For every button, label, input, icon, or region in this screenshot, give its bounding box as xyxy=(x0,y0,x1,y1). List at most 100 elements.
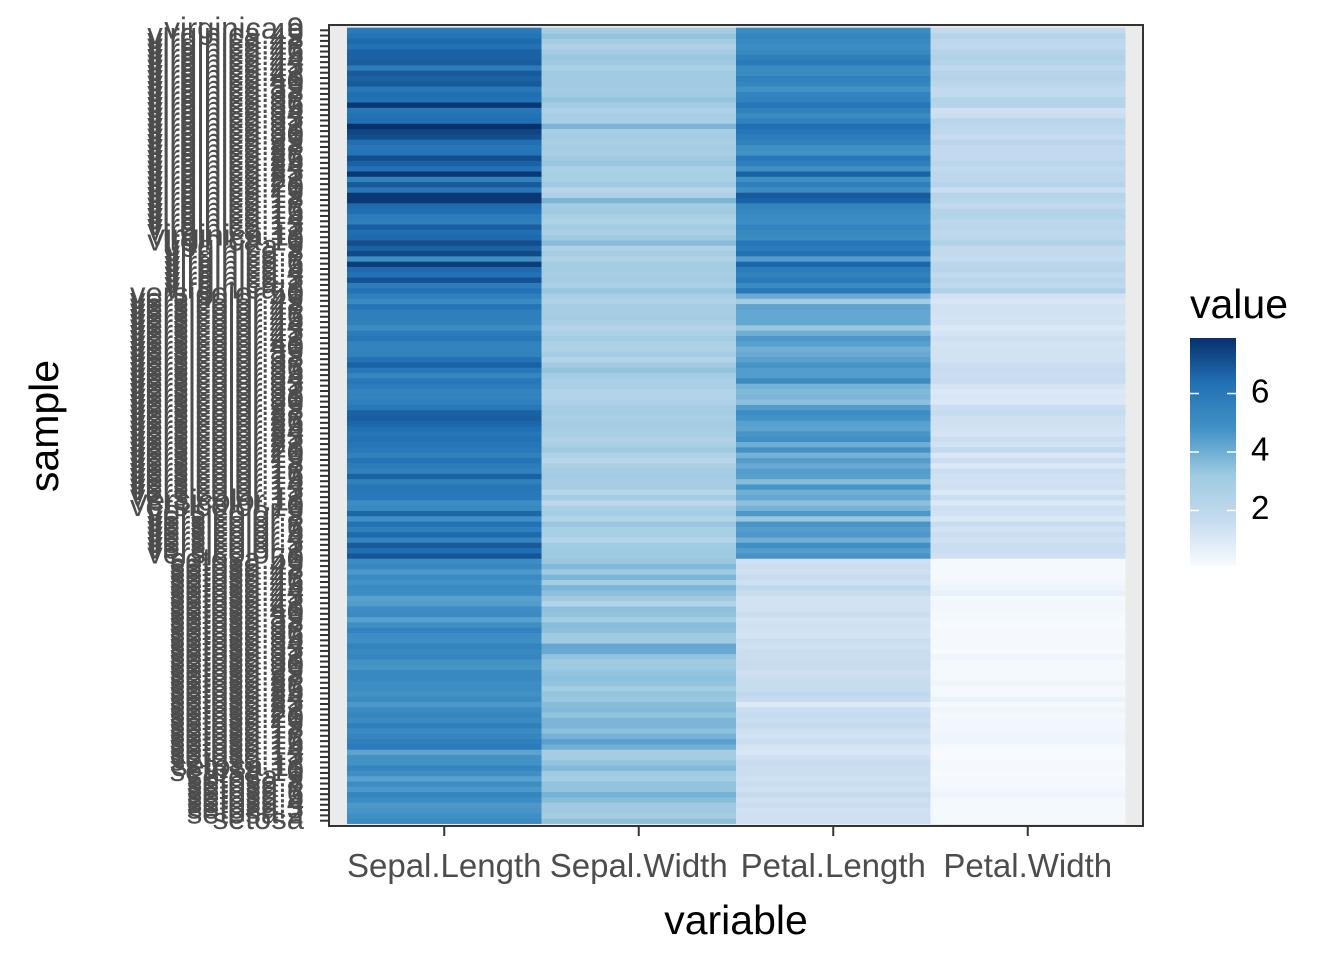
heatmap-cell xyxy=(541,499,737,506)
heatmap-cell xyxy=(736,717,931,724)
heatmap-cell xyxy=(347,616,542,623)
heatmap-cell xyxy=(347,457,542,464)
heatmap-cell xyxy=(736,520,931,527)
heatmap-cell xyxy=(736,372,931,379)
heatmap-cell xyxy=(930,213,1126,220)
heatmap-cell xyxy=(736,154,931,161)
heatmap-cell xyxy=(736,574,931,580)
heatmap-cell xyxy=(736,112,931,119)
heatmap-cell xyxy=(930,38,1126,45)
heatmap-cell xyxy=(930,176,1126,183)
heatmap-cell xyxy=(930,627,1126,633)
heatmap-cell xyxy=(541,377,737,384)
heatmap-cell xyxy=(347,54,542,61)
heatmap-cell xyxy=(347,367,542,374)
heatmap-cell xyxy=(930,711,1126,718)
heatmap-cell xyxy=(736,128,931,135)
y-tick-label: versicolor.40 xyxy=(130,329,304,364)
heatmap-cell xyxy=(347,574,542,580)
heatmap-cell xyxy=(541,584,737,591)
heatmap-cell xyxy=(541,324,737,331)
heatmap-cell xyxy=(347,139,542,145)
heatmap-cell xyxy=(736,616,931,623)
heatmap-cell xyxy=(736,70,931,76)
heatmap-cell xyxy=(930,558,1126,565)
heatmap-cell xyxy=(541,605,737,612)
heatmap-cell xyxy=(930,568,1126,575)
heatmap-cell xyxy=(930,107,1126,114)
heatmap-cell xyxy=(930,393,1126,400)
y-tick-label: setosa.5 xyxy=(187,780,304,815)
heatmap-cell xyxy=(541,96,737,103)
heatmap-cell xyxy=(930,404,1126,411)
y-tick-label: setosa.7 xyxy=(187,769,304,804)
y-tick-label: virginica.36 xyxy=(147,85,304,120)
y-tick-label: versicolor.24 xyxy=(130,414,304,449)
y-tick-label: virginica.2 xyxy=(164,265,304,300)
heatmap-cell xyxy=(541,818,737,824)
heatmap-cell xyxy=(541,176,737,183)
heatmap-cell xyxy=(347,478,542,485)
heatmap-cell xyxy=(736,229,931,236)
x-axis-title: variable xyxy=(664,897,808,943)
heatmap-cell xyxy=(347,282,542,289)
heatmap-cell xyxy=(541,91,737,98)
heatmap-cell xyxy=(736,356,931,363)
heatmap-cell xyxy=(541,510,737,517)
heatmap-cell xyxy=(347,436,542,443)
heatmap-cell xyxy=(930,154,1126,161)
y-tick-label: virginica.41 xyxy=(147,58,304,93)
heatmap-cell xyxy=(541,446,737,453)
y-tick-label: versicolor.2 xyxy=(147,530,304,565)
heatmap-cell xyxy=(930,101,1126,108)
heatmap-cell xyxy=(347,430,542,437)
x-tick-label: Petal.Width xyxy=(943,847,1112,884)
heatmap-cell xyxy=(736,759,931,766)
heatmap-cell xyxy=(347,239,542,246)
heatmap-cell xyxy=(736,727,931,734)
y-tick-label: virginica.1 xyxy=(164,270,304,305)
heatmap-cell xyxy=(930,807,1126,814)
heatmap-cell xyxy=(736,664,931,671)
heatmap-cell xyxy=(736,775,931,782)
heatmap-cell xyxy=(347,176,542,183)
heatmap-cell xyxy=(930,547,1126,554)
heatmap-cell xyxy=(930,818,1126,824)
heatmap-cell xyxy=(541,653,737,660)
heatmap-cell xyxy=(930,160,1126,167)
y-tick-label: virginica.24 xyxy=(147,148,304,183)
heatmap-cell xyxy=(347,520,542,527)
heatmap-cell xyxy=(541,616,737,623)
y-tick-label: virginica.30 xyxy=(147,117,304,152)
heatmap-cell xyxy=(347,38,542,45)
y-tick-label: versicolor.1 xyxy=(147,536,304,571)
y-tick-label: virginica.25 xyxy=(147,143,304,178)
y-tick-label: versicolor.35 xyxy=(130,355,304,390)
heatmap-cell xyxy=(930,96,1126,103)
heatmap-cell xyxy=(930,605,1126,612)
heatmap-cell xyxy=(541,733,737,740)
heatmap-cell xyxy=(541,38,737,45)
heatmap-cell xyxy=(736,510,931,517)
heatmap-cell xyxy=(736,292,931,299)
heatmap-cell xyxy=(541,197,737,204)
heatmap-cell xyxy=(347,107,542,114)
heatmap-cell xyxy=(736,547,931,554)
heatmap-cell xyxy=(347,669,542,676)
heatmap-cell xyxy=(347,812,542,819)
heatmap-cell xyxy=(930,330,1126,336)
heatmap-cell xyxy=(736,786,931,793)
heatmap-cell xyxy=(541,186,737,193)
y-tick-label: versicolor.44 xyxy=(130,308,304,343)
heatmap-cell xyxy=(347,181,542,188)
heatmap-cell xyxy=(347,425,542,432)
y-tick-label: versicolor.10 xyxy=(130,488,304,523)
heatmap-cell xyxy=(347,770,542,777)
heatmap-cell xyxy=(930,208,1126,214)
heatmap-cell xyxy=(930,361,1126,368)
heatmap-cell xyxy=(347,361,542,368)
y-tick-label: versicolor.16 xyxy=(130,456,304,491)
heatmap-cell xyxy=(930,478,1126,485)
heatmap-cell xyxy=(736,452,931,458)
y-tick-label: setosa.38 xyxy=(170,605,304,640)
